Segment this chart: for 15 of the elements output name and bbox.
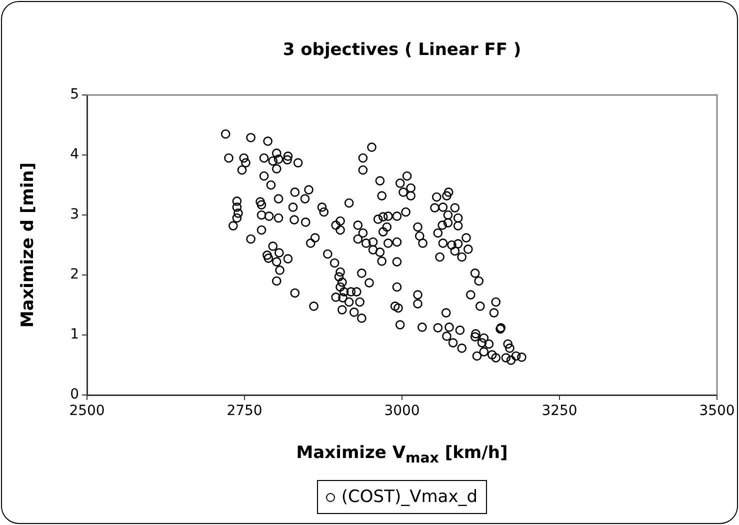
chart-title: 3 objectives ( Linear FF ) bbox=[282, 40, 522, 60]
y-tick-label: 2 bbox=[70, 266, 79, 283]
legend-label: (COST)_Vmax_d bbox=[341, 487, 478, 507]
x-tick-label: 3000 bbox=[384, 403, 420, 420]
y-tick-label: 3 bbox=[70, 206, 79, 223]
y-tick-label: 1 bbox=[70, 326, 79, 343]
y-tick-label: 4 bbox=[70, 146, 80, 163]
x-axis-title: Maximize V$_{max}$ [km/h] bbox=[295, 443, 509, 466]
x-tick-label: 2500 bbox=[69, 403, 105, 420]
x-tick-label: 3500 bbox=[699, 403, 735, 420]
y-tick-label: 5 bbox=[70, 86, 79, 103]
x-tick-label: 3250 bbox=[542, 403, 578, 420]
x-tick-label: 2750 bbox=[226, 403, 262, 420]
y-tick-label: 0 bbox=[70, 386, 79, 403]
y-axis-title: Maximize d [min] bbox=[18, 162, 38, 328]
